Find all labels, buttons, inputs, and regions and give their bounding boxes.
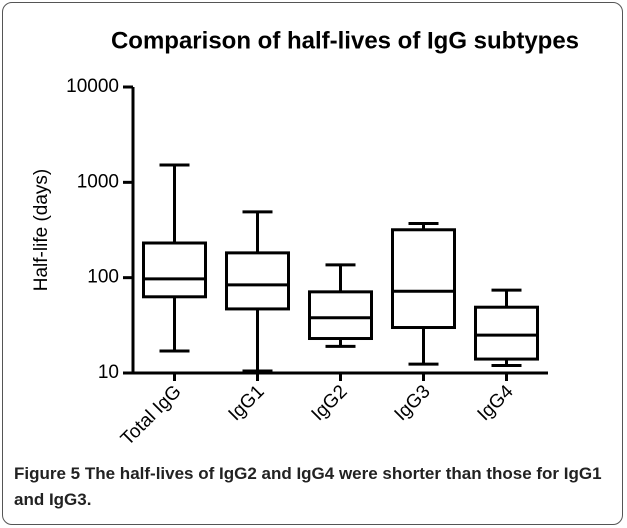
box (142, 241, 207, 299)
chart: Comparison of half-lives of IgG subtypes… (31, 27, 579, 450)
chart-title: Comparison of half-lives of IgG subtypes (111, 27, 579, 54)
y-tick-label: 100 (87, 267, 119, 288)
x-tick-label: IgG3 (391, 381, 435, 425)
x-tick-label: IgG4 (474, 381, 518, 425)
y-tick-label: 10 (98, 362, 119, 383)
x-tick-label: IgG2 (308, 381, 352, 425)
caption-label: Figure 5 (14, 464, 81, 483)
box (391, 228, 456, 330)
x-tick-label: IgG1 (225, 381, 269, 425)
box (225, 251, 290, 311)
caption-text: The half-lives of IgG2 and IgG4 were sho… (14, 464, 602, 509)
caption: Figure 5 The half-lives of IgG2 and IgG4… (14, 461, 614, 513)
box (308, 290, 373, 341)
y-tick-label: 1000 (77, 171, 119, 192)
y-tick-label: 10000 (66, 76, 119, 97)
box (474, 305, 539, 361)
y-axis-label: Half-life (days) (31, 169, 52, 291)
x-tick-label: Total IgG (117, 381, 186, 450)
